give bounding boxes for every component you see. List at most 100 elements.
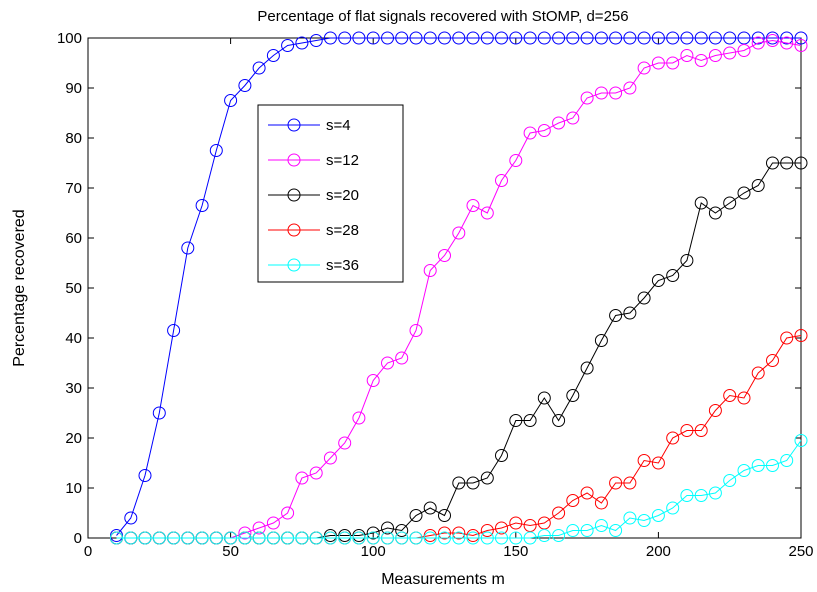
data-point [566,111,580,125]
y-tick-label: 80 [65,130,82,147]
data-point [651,456,665,470]
y-tick-label: 40 [65,330,82,347]
data-point [438,509,451,522]
data-point [281,531,295,545]
data-point [594,31,608,45]
data-point [195,199,209,212]
data-point [552,31,566,45]
data-point [338,31,352,45]
data-point [438,526,451,540]
data-point [495,531,508,545]
data-point [537,529,551,542]
data-point [723,389,737,402]
data-point [751,36,765,50]
data-point [395,531,409,545]
data-point [480,206,494,220]
data-point [594,496,608,510]
data-point [495,174,508,187]
data-point [751,366,765,380]
data-point [580,31,594,45]
data-point [323,451,337,465]
data-point [495,31,508,45]
legend-label: s=28 [326,222,359,239]
data-point [751,179,765,192]
data-point [651,274,665,287]
data-point [694,54,708,67]
data-point [209,531,223,545]
data-point [266,531,280,545]
data-point [438,31,451,45]
data-point [666,431,680,445]
data-point [723,46,737,60]
data-point [566,494,580,507]
data-point [552,414,566,427]
data-point [509,154,523,167]
data-point [566,31,580,45]
data-point [309,531,323,545]
data-point [480,31,494,45]
data-point [381,521,394,535]
data-point [295,531,309,545]
legend-marker [287,223,301,237]
data-point [495,449,508,462]
data-point [523,414,537,427]
data-point [452,31,466,45]
y-tick-label: 0 [74,530,82,547]
data-point [110,531,123,545]
y-tick-label: 70 [65,180,82,197]
data-point [466,531,480,545]
data-point [252,61,266,75]
data-point [466,476,480,490]
data-point [409,31,423,45]
data-point [708,31,722,45]
data-point [737,391,751,405]
data-point [694,196,708,210]
data-point [766,34,779,47]
data-point [723,31,737,45]
y-tick-label: 10 [65,480,82,497]
data-point [737,44,751,57]
data-point [323,31,337,45]
data-point [780,331,794,345]
data-point [352,411,366,425]
data-point [309,34,323,47]
data-point [623,81,637,95]
y-tick-label: 100 [57,30,82,47]
data-point [794,156,808,170]
data-point [138,469,152,482]
data-point [609,476,623,490]
data-point [438,531,451,545]
data-point [395,351,409,365]
data-point [537,31,551,45]
data-point [466,31,480,45]
data-point [423,31,437,45]
data-point [381,356,394,370]
data-point [623,511,637,525]
data-point [637,31,651,45]
data-point [352,31,366,45]
data-point [694,31,708,45]
data-point [666,501,680,515]
data-point [238,79,252,92]
data-point [723,196,737,210]
data-point [666,31,680,45]
data-point [694,489,708,502]
legend-marker [287,188,301,202]
data-point [537,124,551,137]
data-point [737,464,751,477]
data-point [751,459,765,472]
data-point [537,391,551,405]
data-point [666,269,680,282]
data-point [680,49,694,62]
data-point [452,226,466,240]
data-point [381,31,394,45]
data-point [566,524,580,537]
data-point [680,424,694,437]
data-point [381,531,394,545]
y-tick-label: 20 [65,430,82,447]
data-point [423,264,437,277]
chart-title: Percentage of flat signals recovered wit… [257,8,628,25]
data-point [794,434,808,447]
data-point [281,39,295,52]
data-point [167,531,181,545]
